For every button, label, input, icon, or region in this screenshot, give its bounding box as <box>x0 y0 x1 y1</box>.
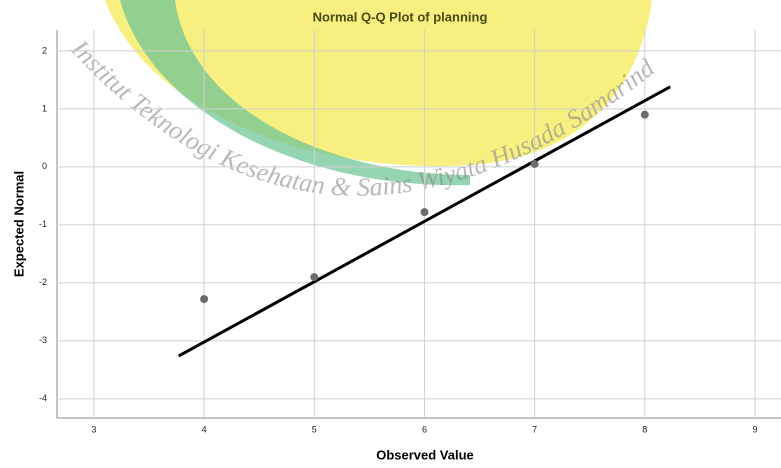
x-tick-label: 8 <box>642 424 647 434</box>
point <box>530 159 539 168</box>
y-tick-label: -4 <box>39 393 47 403</box>
point <box>420 208 429 217</box>
point <box>310 273 319 282</box>
y-tick-label: -2 <box>39 277 47 287</box>
y-tick-label: -1 <box>39 219 47 229</box>
x-tick-label: 3 <box>91 424 96 434</box>
watermark-green <box>120 0 470 186</box>
point <box>640 110 649 119</box>
y-tick-label: 1 <box>42 103 47 113</box>
x-axis-label: Observed Value <box>376 447 474 462</box>
y-tick-label: -3 <box>39 335 47 345</box>
y-axis-label: Expected Normal <box>11 171 26 277</box>
x-tick-label: 5 <box>312 424 317 434</box>
point <box>200 295 209 304</box>
reference-line <box>178 85 671 358</box>
y-tick-label: 2 <box>42 45 47 55</box>
x-tick-label: 7 <box>532 424 537 434</box>
y-tick-label: 0 <box>42 161 47 171</box>
chart-title: Normal Q-Q Plot of planning <box>313 9 488 24</box>
x-tick-label: 9 <box>752 424 757 434</box>
x-tick-label: 6 <box>422 424 427 434</box>
x-tick-label: 4 <box>202 424 207 434</box>
